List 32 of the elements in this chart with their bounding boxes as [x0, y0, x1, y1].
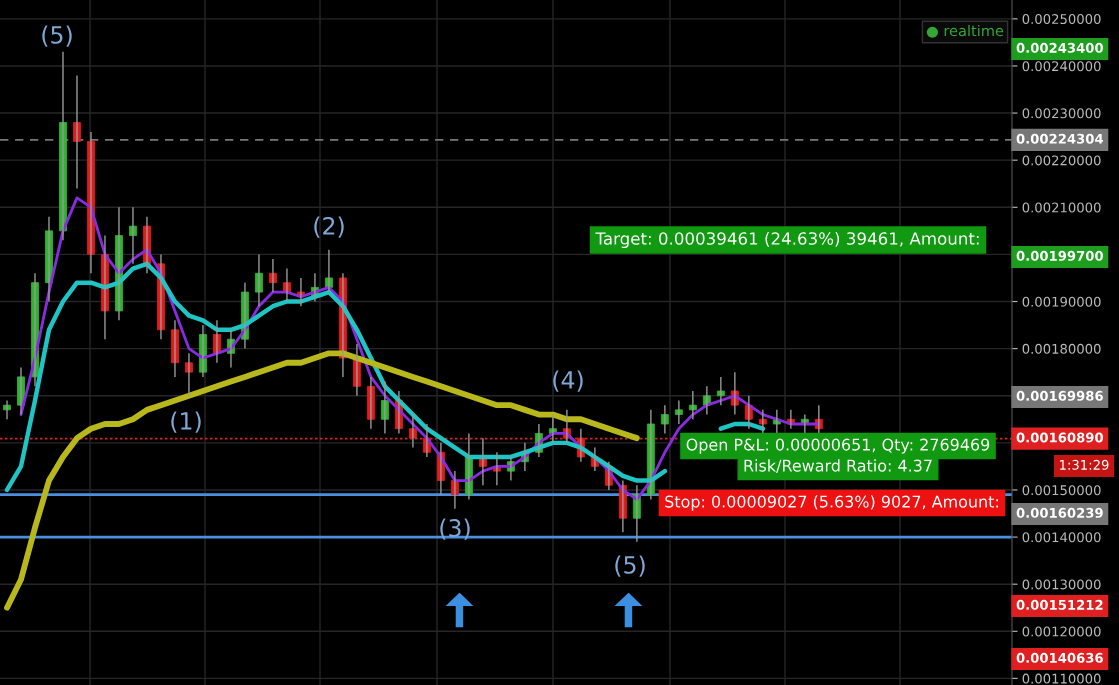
y-tick-label: 0.00230000 — [1022, 108, 1101, 119]
text: ● realtime — [926, 24, 1004, 38]
text: 1:31:29 — [1060, 459, 1109, 470]
y-tick-label: 0.00210000 — [1022, 202, 1101, 213]
annotation: (5) — [615, 555, 645, 577]
y-tick-label: 0.00150000 — [1022, 485, 1101, 496]
annotation: (5) — [42, 25, 72, 47]
annotation: (4) — [553, 370, 583, 392]
ref-line-label: 0.00224304 — [1016, 133, 1104, 144]
ref-line-label: 0.00160890 — [1016, 432, 1104, 443]
annotation: Open P&L: 0.00000651, Qty: 2769469 — [686, 438, 990, 454]
text: 0.00243400 — [1016, 42, 1104, 53]
annotation: Stop: 0.00009027 (5.63%) 9027, Amount: — [665, 495, 998, 511]
y-tick-label: 0.00220000 — [1022, 155, 1101, 166]
y-tick-label: 0.00140000 — [1022, 532, 1101, 543]
annotation: Target: 0.00039461 (24.63%) 39461, Amount: — [595, 231, 979, 249]
annotation: (2) — [314, 216, 344, 238]
y-tick-label: 0.00120000 — [1022, 626, 1101, 637]
text: 0.00140636 — [1016, 652, 1103, 663]
y-tick-label: 0.00180000 — [1022, 343, 1101, 354]
text: 0.00160239 — [1016, 507, 1103, 518]
y-tick-label: 0.00130000 — [1022, 579, 1101, 590]
y-tick-label: 0.00240000 — [1022, 61, 1101, 72]
text: 0.00151212 — [1016, 599, 1103, 610]
annotation: (3) — [440, 518, 470, 540]
y-tick-label: 0.00110000 — [1022, 673, 1101, 684]
text: 0.00169986 — [1016, 390, 1103, 401]
text: 0.00199700 — [1016, 250, 1104, 261]
y-tick-label: 0.00190000 — [1022, 296, 1101, 307]
annotation: (1) — [171, 411, 201, 433]
y-tick-label: 0.00250000 — [1022, 14, 1101, 25]
annotation: Risk/Reward Ratio: 4.37 — [744, 459, 932, 473]
